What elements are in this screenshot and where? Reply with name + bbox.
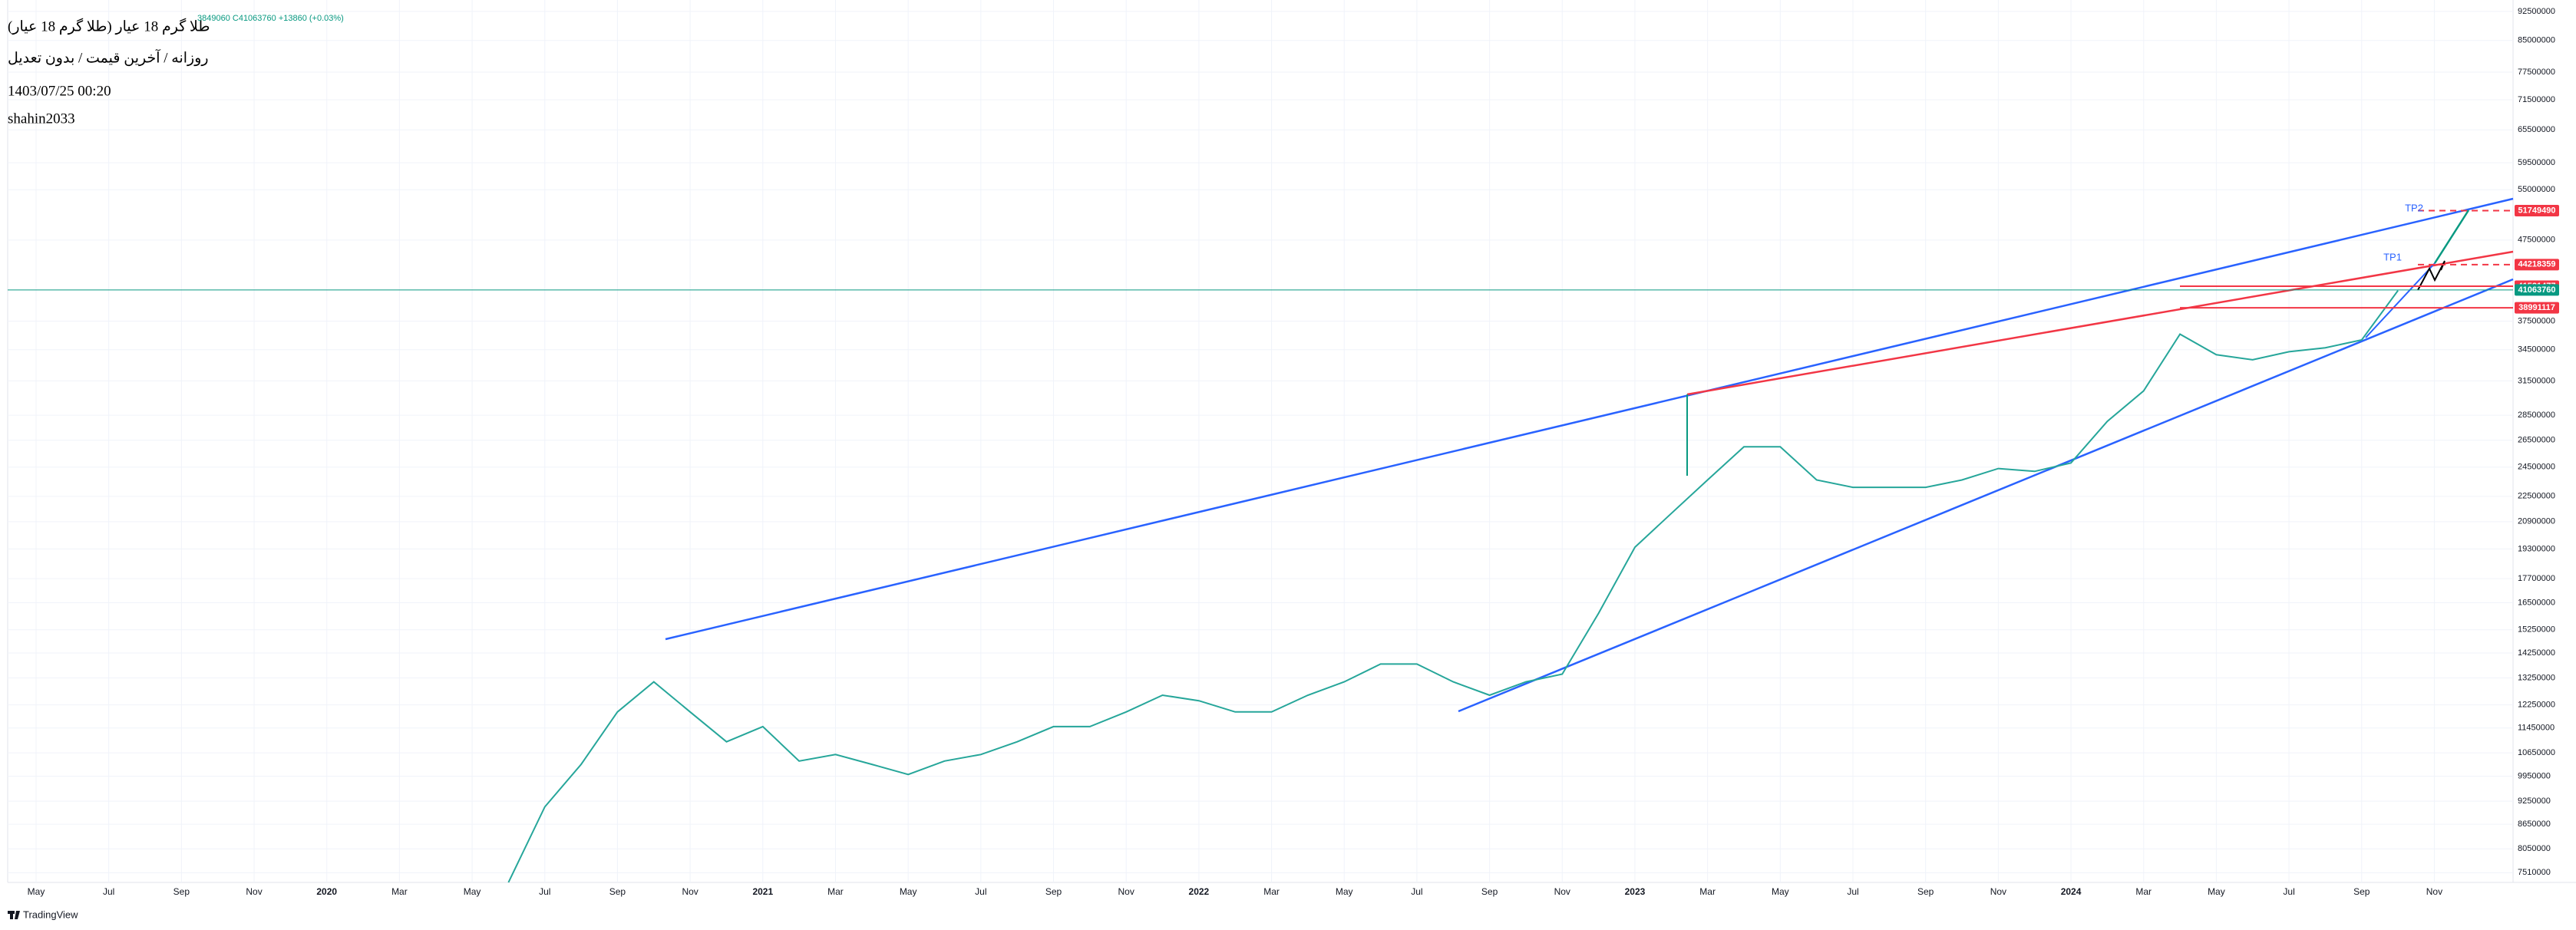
price-tag-label: 41063760 xyxy=(2518,285,2556,295)
x-tick-label: Nov xyxy=(682,886,698,897)
x-tick-label: Mar xyxy=(1699,886,1716,897)
y-tick-label: 13250000 xyxy=(2518,673,2555,682)
x-tick-label: Nov xyxy=(1118,886,1134,897)
y-tick-label: 8050000 xyxy=(2518,844,2551,853)
blue-leg xyxy=(2365,262,2436,338)
y-tick-label: 26500000 xyxy=(2518,436,2555,445)
y-tick-label: 22500000 xyxy=(2518,492,2555,501)
grid xyxy=(8,0,2513,882)
x-tick-label: Nov xyxy=(1990,886,2006,897)
y-tick-label: 11450000 xyxy=(2518,724,2555,733)
x-tick-label: Jul xyxy=(539,886,550,897)
x-tick-label: 2021 xyxy=(752,886,773,897)
x-tick-label: Nov xyxy=(2426,886,2442,897)
price-tag xyxy=(2515,259,2559,271)
y-tick-label: 34500000 xyxy=(2518,345,2555,355)
y-tick-label: 9950000 xyxy=(2518,771,2551,780)
annotation: TP2 xyxy=(2405,202,2423,213)
x-tick-label: Mar xyxy=(827,886,844,897)
x-tick-label: Mar xyxy=(391,886,408,897)
x-tick-label: May xyxy=(28,886,45,897)
x-tick-label: Sep xyxy=(1481,886,1498,897)
x-tick-label: May xyxy=(464,886,481,897)
x-tick-label: Jul xyxy=(2283,886,2294,897)
y-tick-label: 16500000 xyxy=(2518,598,2555,607)
subtitle: روزانه / آخرین قیمت / بدون تعدیل xyxy=(8,48,209,66)
x-tick-label: May xyxy=(2208,886,2225,897)
price-tag xyxy=(2515,205,2559,217)
price-line xyxy=(507,290,2399,883)
y-tick-label: 12250000 xyxy=(2518,701,2555,710)
plot xyxy=(8,209,2513,883)
price-tag-label: 44218359 xyxy=(2518,260,2556,269)
y-tick-label: 55000000 xyxy=(2518,185,2555,194)
logo-part xyxy=(15,911,20,919)
y-tick-label: 7510000 xyxy=(2518,868,2551,877)
y-tick-label: 19300000 xyxy=(2518,544,2555,553)
date: 1403/07/25 00:20 xyxy=(8,83,111,99)
x-tick-label: 2024 xyxy=(2061,886,2082,897)
x-tick-label: Nov xyxy=(246,886,262,897)
ohlc: 3849060 C41063760 +13860 (+0.03%) xyxy=(197,14,344,23)
author: shahin2033 xyxy=(8,110,75,127)
green-arrow xyxy=(2433,209,2470,264)
y-tick-label: 14250000 xyxy=(2518,648,2555,658)
x-tick-label: Jul xyxy=(103,886,114,897)
y-tick-label: 31500000 xyxy=(2518,376,2555,385)
y-tick-label: 24500000 xyxy=(2518,463,2555,472)
y-tick-label: 92500000 xyxy=(2518,7,2555,16)
price-tag-label: 38991117 xyxy=(2518,303,2555,312)
red-trendline xyxy=(1686,250,2514,396)
y-tick-label: 8650000 xyxy=(2518,820,2551,829)
x-tick-label: May xyxy=(1336,886,1353,897)
y-tick-label: 37500000 xyxy=(2518,316,2555,325)
price-tag xyxy=(2515,284,2559,296)
x-tick-label: Sep xyxy=(173,886,190,897)
x-tick-label: Jul xyxy=(975,886,986,897)
y-tick-label: 71500000 xyxy=(2518,95,2555,104)
chart-title: طلا گرم 18 عیار (طلا گرم 18 عیار) xyxy=(8,17,210,35)
y-tick-label: 20900000 xyxy=(2518,517,2555,526)
y-tick-label: 15250000 xyxy=(2518,625,2555,635)
trendlines xyxy=(665,197,2514,713)
x-tick-label: May xyxy=(900,886,917,897)
x-tick-label: Nov xyxy=(1554,886,1570,897)
x-tick-label: Mar xyxy=(2135,886,2152,897)
y-tick-label: 28500000 xyxy=(2518,411,2555,420)
watermark: TradingView xyxy=(23,909,78,920)
price-tag-label: 51749490 xyxy=(2518,206,2556,215)
logo: TradingView xyxy=(8,909,78,920)
upper-trendline xyxy=(665,197,2514,641)
x-tick-label: 2022 xyxy=(1189,886,1210,897)
x-tick-label: May xyxy=(1772,886,1789,897)
x-tick-label: Sep xyxy=(2353,886,2370,897)
x-tick-label: 2020 xyxy=(316,886,337,897)
y-tick-label: 10650000 xyxy=(2518,748,2555,757)
x-tick-label: Sep xyxy=(1045,886,1062,897)
y-tick-label: 17700000 xyxy=(2518,574,2555,583)
y-tick-label: 59500000 xyxy=(2518,158,2555,167)
y-tick-label: 9250000 xyxy=(2518,796,2551,806)
x-tick-label: Mar xyxy=(1263,886,1280,897)
price-tag xyxy=(2515,302,2559,314)
annotation: TP1 xyxy=(2383,251,2402,262)
y-tick-label: 65500000 xyxy=(2518,125,2555,134)
y-tick-label: 85000000 xyxy=(2518,36,2555,45)
x-tick-label: Jul xyxy=(1411,886,1422,897)
logo-part xyxy=(10,911,13,919)
x-tick-label: Jul xyxy=(1847,886,1858,897)
x-tick-label: 2023 xyxy=(1625,886,1646,897)
x-tick-label: Sep xyxy=(609,886,626,897)
y-tick-label: 47500000 xyxy=(2518,236,2555,245)
x-tick-label: Sep xyxy=(1917,886,1934,897)
lower-trendline xyxy=(1458,278,2514,713)
y-tick-label: 77500000 xyxy=(2518,68,2555,77)
